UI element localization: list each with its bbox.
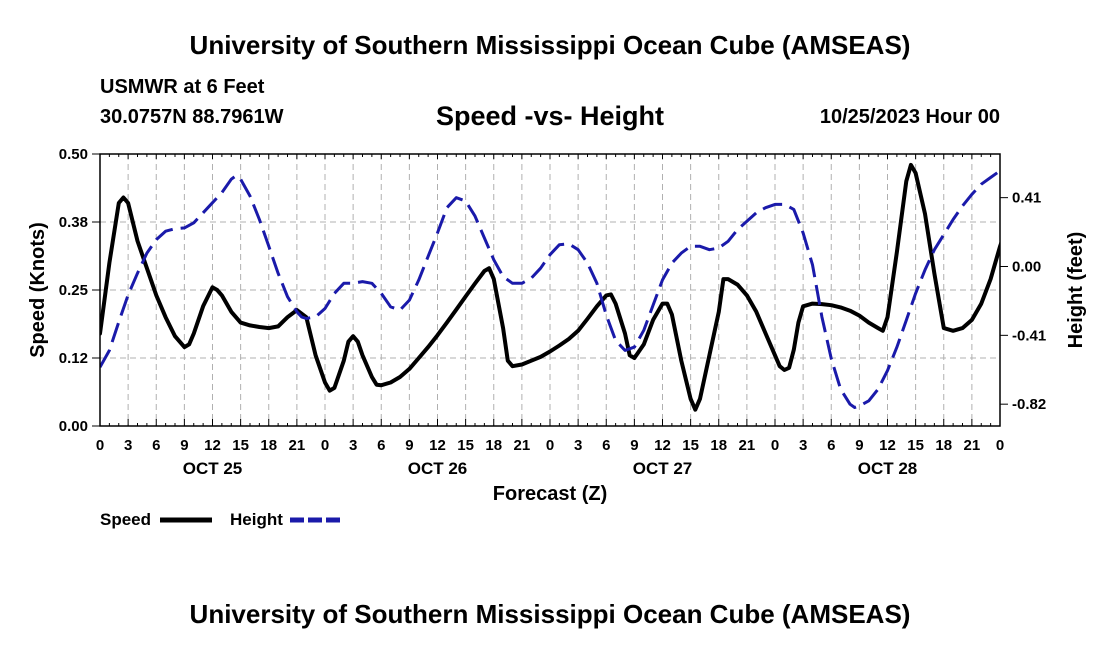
- x-axis-label: Forecast (Z): [493, 483, 607, 505]
- x-tick-label: 3: [349, 437, 357, 454]
- station-coordinates: 30.0757N 88.7961W: [100, 106, 284, 128]
- x-tick-label: 21: [514, 437, 531, 454]
- y-left-tick-label: 0.00: [59, 418, 88, 435]
- x-tick-label: 9: [630, 437, 638, 454]
- x-tick-label: 3: [124, 437, 132, 454]
- x-tick-label: 0: [996, 437, 1004, 454]
- series-line-height: [100, 168, 1000, 409]
- x-tick-label: 21: [739, 437, 756, 454]
- grid: [100, 154, 1000, 426]
- day-label: OCT 26: [408, 459, 468, 478]
- series-layer: [100, 162, 1000, 412]
- y-axis-right-label: Height (feet): [1065, 232, 1087, 349]
- series-line-speed: [100, 162, 1000, 412]
- x-tick-label: 0: [771, 437, 779, 454]
- x-tick-label: 18: [935, 437, 952, 454]
- y-left-tick-label: 0.25: [59, 282, 88, 299]
- forecast-datetime: 10/25/2023 Hour 00: [819, 106, 1000, 128]
- x-tick-label: 15: [907, 437, 924, 454]
- footer-title: University of Southern Mississippi Ocean…: [189, 599, 911, 629]
- x-tick-label: 15: [682, 437, 699, 454]
- station-label: USMWR at 6 Feet: [100, 76, 265, 98]
- x-tick-label: 9: [405, 437, 413, 454]
- day-label: OCT 28: [858, 459, 918, 478]
- x-tick-label: 0: [321, 437, 329, 454]
- legend-label-speed: Speed: [100, 510, 151, 529]
- x-tick-label: 6: [377, 437, 385, 454]
- y-right-tick-label: -0.82: [1012, 396, 1046, 413]
- axis-ticks: 0 3 6 9 12 15 18 21 0 3 6 9 12 15 18 21 0 3 6 9 12 15 18 21 0 3 6 9…: [59, 146, 1046, 478]
- x-tick-label: 6: [827, 437, 835, 454]
- day-label: OCT 25: [183, 459, 243, 478]
- x-tick-label: 3: [574, 437, 582, 454]
- x-tick-label: 12: [654, 437, 671, 454]
- x-tick-label: 18: [485, 437, 502, 454]
- chart-title: Speed -vs- Height: [435, 101, 665, 131]
- x-tick-label: 15: [457, 437, 474, 454]
- main-title: University of Southern Mississippi Ocean…: [189, 30, 911, 60]
- x-tick-label: 6: [602, 437, 610, 454]
- y-left-tick-label: 0.50: [59, 146, 88, 163]
- x-tick-label: 9: [180, 437, 188, 454]
- y-left-tick-label: 0.38: [59, 214, 88, 231]
- x-tick-label: 12: [429, 437, 446, 454]
- y-right-tick-label: 0.00: [1012, 258, 1041, 275]
- x-tick-label: 12: [879, 437, 896, 454]
- x-tick-label: 18: [260, 437, 277, 454]
- x-tick-label: 21: [964, 437, 981, 454]
- y-axis-left-label: Speed (Knots): [27, 222, 49, 358]
- x-tick-label: 12: [204, 437, 221, 454]
- x-tick-label: 6: [152, 437, 160, 454]
- day-label: OCT 27: [633, 459, 693, 478]
- legend-label-height: Height: [230, 510, 283, 529]
- x-tick-label: 0: [546, 437, 554, 454]
- legend: Speed Height: [100, 510, 342, 529]
- x-tick-label: 21: [289, 437, 306, 454]
- x-tick-label: 15: [232, 437, 249, 454]
- x-tick-label: 9: [855, 437, 863, 454]
- x-tick-label: 18: [710, 437, 727, 454]
- x-tick-label: 0: [96, 437, 104, 454]
- y-left-tick-label: 0.12: [59, 350, 88, 367]
- x-tick-label: 3: [799, 437, 807, 454]
- y-right-tick-label: 0.41: [1012, 190, 1041, 207]
- y-right-tick-label: -0.41: [1012, 327, 1046, 344]
